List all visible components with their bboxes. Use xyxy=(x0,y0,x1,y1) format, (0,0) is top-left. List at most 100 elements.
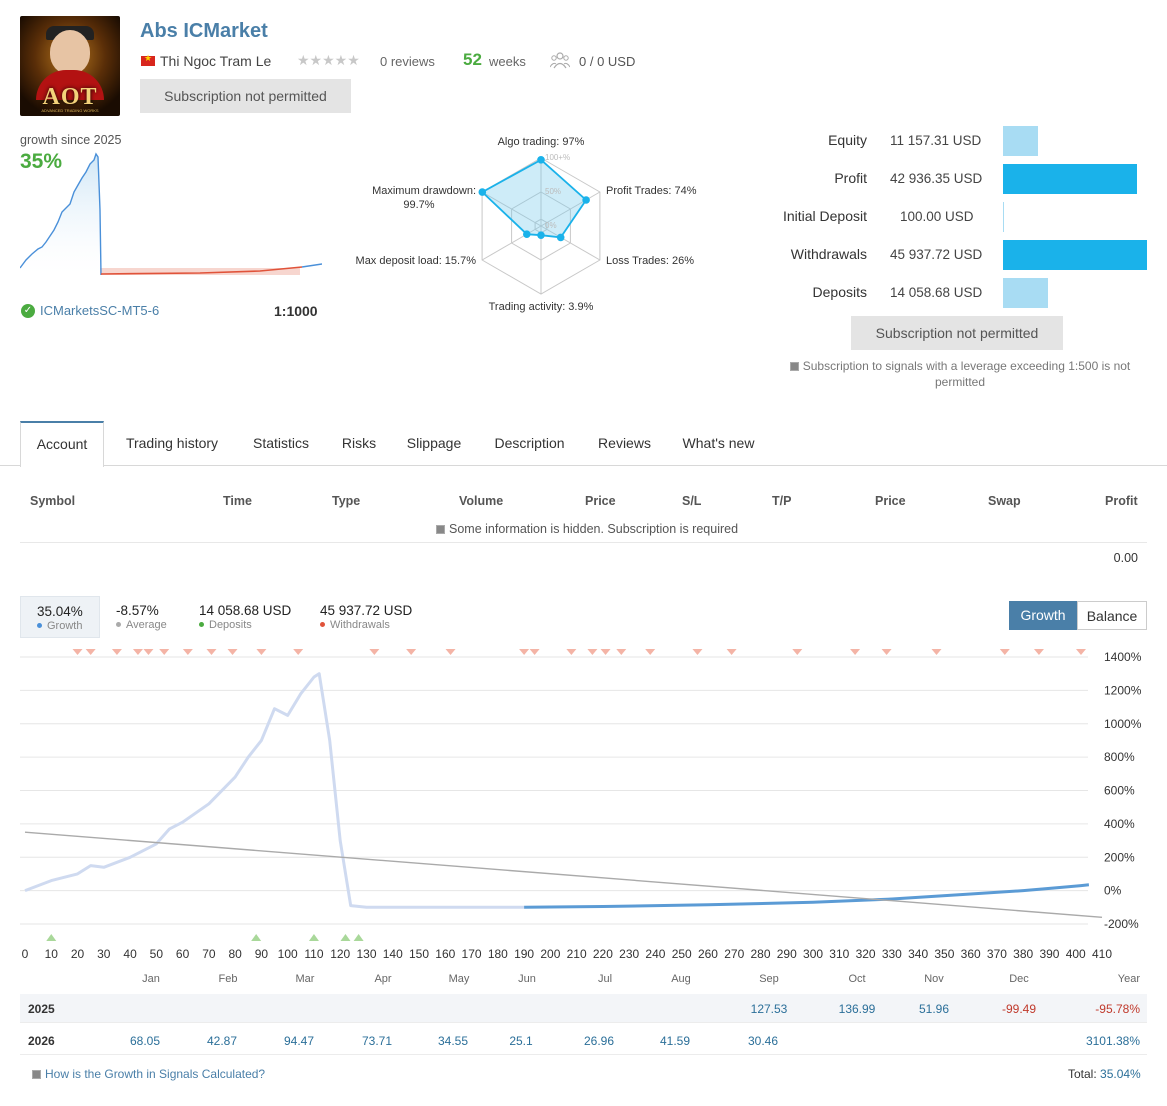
month-header: Dec xyxy=(1009,973,1029,985)
withdrawal-marker-icon[interactable] xyxy=(293,649,304,655)
withdrawal-marker-icon[interactable] xyxy=(645,649,656,655)
tab-risks[interactable]: Risks xyxy=(341,435,377,451)
column-header[interactable]: S/L xyxy=(682,494,702,508)
x-tick-label: 300 xyxy=(803,947,823,961)
legend-item[interactable]: -8.57% Average xyxy=(100,596,180,638)
column-header[interactable]: Swap xyxy=(988,494,1021,508)
month-header: Nov xyxy=(924,973,944,985)
reviews-link[interactable]: 0 reviews xyxy=(380,54,435,69)
stat-bar xyxy=(1003,164,1137,194)
withdrawal-marker-icon[interactable] xyxy=(206,649,217,655)
month-value: 73.71 xyxy=(361,1034,393,1048)
stat-bar xyxy=(1003,126,1038,156)
legend-value: -8.57% xyxy=(116,603,159,618)
year-label: 2025 xyxy=(28,1002,55,1016)
deposit-marker-icon[interactable] xyxy=(340,934,351,941)
column-header[interactable]: Profit xyxy=(1105,494,1138,508)
stat-label: Initial Deposit xyxy=(782,208,867,224)
y-tick-label: 600% xyxy=(1104,784,1135,798)
x-tick-label: 310 xyxy=(829,947,849,961)
withdrawal-marker-icon[interactable] xyxy=(406,649,417,655)
radar-point xyxy=(478,188,487,196)
tab-slippage[interactable]: Slippage xyxy=(406,435,462,451)
growth-mini-chart xyxy=(20,152,322,276)
column-header[interactable]: Price xyxy=(875,494,906,508)
withdrawal-marker-icon[interactable] xyxy=(72,649,83,655)
deposit-marker-icon[interactable] xyxy=(46,934,57,941)
legend-dot-icon xyxy=(37,623,42,628)
subscribe-button[interactable]: Subscription not permitted xyxy=(140,79,351,113)
withdrawal-marker-icon[interactable] xyxy=(566,649,577,655)
column-header[interactable]: Symbol xyxy=(30,494,76,508)
subscribe-button-secondary[interactable]: Subscription not permitted xyxy=(851,316,1063,350)
tab-description[interactable]: Description xyxy=(494,435,565,451)
tab-account[interactable]: Account xyxy=(20,421,104,467)
withdrawal-marker-icon[interactable] xyxy=(143,649,154,655)
withdrawal-marker-icon[interactable] xyxy=(587,649,598,655)
stat-bar xyxy=(1003,240,1147,270)
withdrawal-marker-icon[interactable] xyxy=(529,649,540,655)
column-header[interactable]: Time xyxy=(223,494,252,508)
broker-server-link[interactable]: ICMarketsSC-MT5-6 xyxy=(40,303,160,318)
column-header[interactable]: Price xyxy=(585,494,616,508)
withdrawal-marker-icon[interactable] xyxy=(85,649,96,655)
tab-what-s-new[interactable]: What's new xyxy=(682,435,755,451)
column-header[interactable]: Volume xyxy=(459,494,504,508)
month-value: 42.87 xyxy=(206,1034,238,1048)
radar-axis xyxy=(540,191,601,227)
radar-ring-50: 50% xyxy=(545,187,561,196)
withdrawal-marker-icon[interactable] xyxy=(111,649,122,655)
growth-chart: 1400% 1200% 1000% 800% 600% 400% 200% 0% -200% 0 1… xyxy=(20,649,1142,961)
withdrawal-marker-icon[interactable] xyxy=(931,649,942,655)
stat-label: Equity xyxy=(828,132,867,148)
withdrawal-marker-icon[interactable] xyxy=(692,649,703,655)
legend-label-row: Growth xyxy=(37,620,99,632)
withdrawal-marker-icon[interactable] xyxy=(369,649,380,655)
tab-statistics[interactable]: Statistics xyxy=(252,435,309,451)
month-header: Mar xyxy=(295,973,315,985)
withdrawal-marker-icon[interactable] xyxy=(726,649,737,655)
withdrawal-marker-icon[interactable] xyxy=(159,649,170,655)
withdrawal-marker-icon[interactable] xyxy=(132,649,143,655)
withdrawal-marker-icon[interactable] xyxy=(519,649,530,655)
stat-value: 42 936.35 USD xyxy=(890,171,983,186)
legend-item[interactable]: 35.04% Growth xyxy=(20,596,100,638)
withdrawal-marker-icon[interactable] xyxy=(1075,649,1086,655)
withdrawal-marker-icon[interactable] xyxy=(616,649,627,655)
column-header[interactable]: T/P xyxy=(772,494,792,508)
stat-value: 11 157.31 USD xyxy=(890,133,982,148)
year-row xyxy=(20,994,1147,1023)
growth-toggle-button[interactable]: Growth xyxy=(1009,601,1077,630)
legend-item[interactable]: 14 058.68 USD Deposits xyxy=(183,596,299,638)
growth-calc-help-text[interactable]: How is the Growth in Signals Calculated? xyxy=(45,1067,266,1081)
legend-label: Growth xyxy=(47,620,83,632)
tab-reviews[interactable]: Reviews xyxy=(598,435,651,451)
author-name[interactable]: Thi Ngoc Tram Le xyxy=(160,53,272,69)
stat-label: Withdrawals xyxy=(790,246,867,262)
withdrawal-marker-icon[interactable] xyxy=(999,649,1010,655)
withdrawal-marker-icon[interactable] xyxy=(256,649,267,655)
deposit-marker-icon[interactable] xyxy=(353,934,364,941)
balance-toggle-button[interactable]: Balance xyxy=(1077,601,1147,630)
x-tick-label: 180 xyxy=(488,947,508,961)
withdrawal-marker-icon[interactable] xyxy=(850,649,861,655)
withdrawal-marker-icon[interactable] xyxy=(1033,649,1044,655)
withdrawal-marker-icon[interactable] xyxy=(881,649,892,655)
signal-title[interactable]: Abs ICMarket xyxy=(140,20,268,42)
x-tick-label: 90 xyxy=(255,947,269,961)
withdrawal-marker-icon[interactable] xyxy=(227,649,238,655)
tab-trading-history[interactable]: Trading history xyxy=(125,435,219,451)
deposit-marker-icon[interactable] xyxy=(251,934,262,941)
withdrawal-marker-icon[interactable] xyxy=(792,649,803,655)
withdrawal-marker-icon[interactable] xyxy=(182,649,193,655)
signal-avatar: AOT ADVANCED TRADING WORKS xyxy=(20,16,120,116)
x-tick-label: 400 xyxy=(1066,947,1086,961)
legend-item[interactable]: 45 937.72 USD Withdrawals xyxy=(304,596,424,638)
column-header[interactable]: Type xyxy=(332,494,361,508)
legend-value: 35.04% xyxy=(37,604,83,619)
deposit-marker-icon[interactable] xyxy=(308,934,319,941)
withdrawal-marker-icon[interactable] xyxy=(600,649,611,655)
month-header: Jun xyxy=(518,973,536,985)
withdrawal-marker-icon[interactable] xyxy=(445,649,456,655)
growth-calc-help-link[interactable]: How is the Growth in Signals Calculated? xyxy=(32,1067,265,1081)
